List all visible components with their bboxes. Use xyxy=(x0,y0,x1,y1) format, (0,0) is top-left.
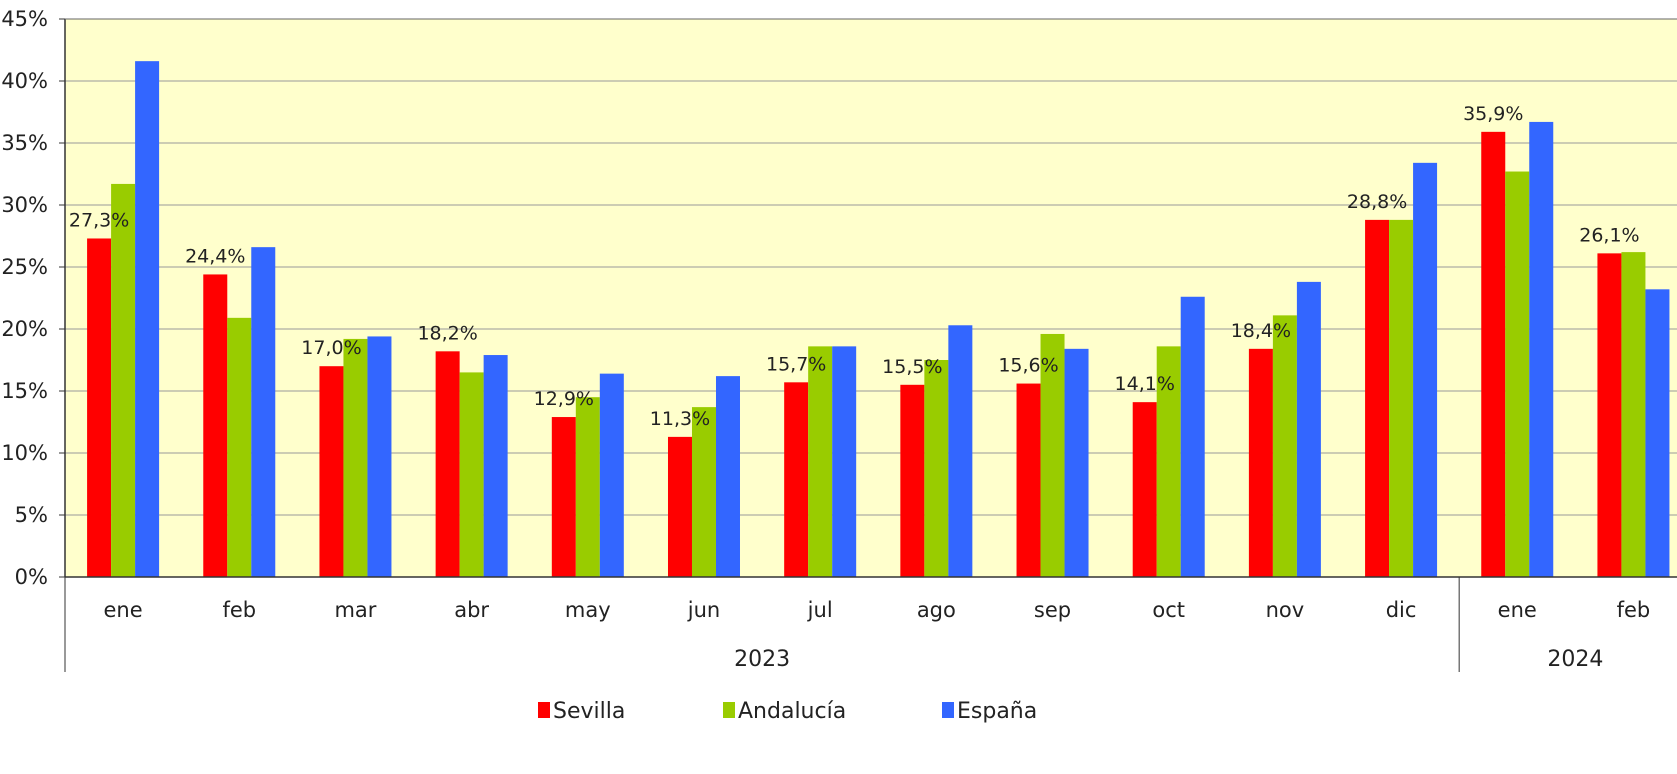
data-label: 35,9% xyxy=(1463,103,1523,125)
x-tick-label: oct xyxy=(1152,598,1185,622)
y-tick-label: 45% xyxy=(1,7,48,31)
bar-sevilla-1 xyxy=(87,238,112,578)
x-tick-label: jul xyxy=(807,598,833,622)
bar-andaluca-3 xyxy=(343,338,368,577)
y-tick-label: 30% xyxy=(1,193,48,217)
legend-swatch xyxy=(538,702,550,718)
y-tick-label: 20% xyxy=(1,317,48,341)
data-label: 18,2% xyxy=(417,322,477,344)
bar-andaluca-10 xyxy=(1156,346,1181,577)
data-label: 15,7% xyxy=(766,353,826,375)
y-tick-label: 35% xyxy=(1,131,48,155)
data-label: 17,0% xyxy=(301,337,361,359)
x-tick-label: mar xyxy=(334,598,376,622)
bar-sevilla-10 xyxy=(1132,402,1157,577)
x-tick-label: ago xyxy=(917,598,956,622)
legend-swatch xyxy=(723,702,735,718)
bar-andaluca-6 xyxy=(691,407,716,577)
x-tick-label: feb xyxy=(1617,598,1651,622)
bar-andaluca-11 xyxy=(1272,315,1297,577)
data-label: 27,3% xyxy=(69,209,129,231)
bar-espaa-11 xyxy=(1296,281,1321,577)
bar-sevilla-9 xyxy=(1016,383,1041,577)
bar-andaluca-5 xyxy=(575,397,600,577)
bar-espaa-4 xyxy=(483,355,508,577)
group-label: 2024 xyxy=(1547,647,1603,672)
data-label: 14,1% xyxy=(1115,373,1175,395)
bar-espaa-10 xyxy=(1180,296,1205,577)
y-tick-label: 25% xyxy=(1,255,48,279)
bar-andaluca-9 xyxy=(1040,333,1065,577)
y-tick-label: 5% xyxy=(15,503,48,527)
bar-andaluca-4 xyxy=(459,372,484,577)
bar-espaa-6 xyxy=(715,376,740,577)
data-label: 18,4% xyxy=(1231,320,1291,342)
bar-andaluca-2 xyxy=(227,317,252,577)
bar-espaa-8 xyxy=(948,325,973,577)
bar-andaluca-1 xyxy=(111,183,136,578)
bar-espaa-9 xyxy=(1064,348,1089,577)
y-tick-label: 15% xyxy=(1,379,48,403)
data-label: 24,4% xyxy=(185,245,245,267)
bar-andaluca-7 xyxy=(808,346,833,577)
bar-andaluca-12 xyxy=(1389,219,1414,577)
bar-sevilla-13 xyxy=(1481,131,1506,577)
bar-andaluca-14 xyxy=(1621,252,1646,577)
bar-sevilla-4 xyxy=(435,351,460,577)
bar-espaa-2 xyxy=(251,247,276,577)
bar-espaa-13 xyxy=(1529,121,1554,578)
bar-sevilla-14 xyxy=(1597,253,1622,578)
bar-sevilla-2 xyxy=(203,274,228,577)
bar-sevilla-6 xyxy=(667,436,692,577)
data-label: 15,5% xyxy=(882,356,942,378)
data-label: 28,8% xyxy=(1347,191,1407,213)
bar-espaa-5 xyxy=(599,373,624,577)
bar-andaluca-13 xyxy=(1505,171,1530,577)
bar-andaluca-8 xyxy=(924,360,949,577)
legend-label: Sevilla xyxy=(553,699,625,724)
y-tick-label: 10% xyxy=(1,441,48,465)
bar-sevilla-8 xyxy=(900,384,925,577)
bar-espaa-3 xyxy=(367,336,392,577)
bar-espaa-7 xyxy=(832,346,857,577)
x-tick-label: jun xyxy=(687,598,720,622)
bar-sevilla-11 xyxy=(1248,348,1273,577)
bar-sevilla-5 xyxy=(551,417,576,577)
x-axis: ene feb mar abr may jun jul ago sep oct nov dic ene f… xyxy=(64,576,1677,672)
x-tick-label: abr xyxy=(454,598,489,622)
bar-sevilla-3 xyxy=(319,366,344,577)
legend: Sevilla Andalucía España xyxy=(538,699,1037,724)
y-tick-label: 40% xyxy=(1,69,48,93)
legend-swatch xyxy=(942,702,954,718)
x-tick-label: may xyxy=(565,598,611,622)
data-label: 26,1% xyxy=(1579,224,1639,246)
group-label: 2023 xyxy=(734,647,790,672)
data-label: 15,6% xyxy=(998,355,1058,377)
x-tick-label: sep xyxy=(1034,598,1071,622)
bar-sevilla-12 xyxy=(1365,219,1390,577)
data-labels: 27,3% 24,4% 17,0% 18,2% 12,9% 11,3% 15,7% 15,5%… xyxy=(69,103,1640,430)
data-label: 12,9% xyxy=(534,388,594,410)
legend-label: Andalucía xyxy=(738,699,846,724)
y-tick-label: 0% xyxy=(15,565,48,589)
data-label: 11,3% xyxy=(650,408,710,430)
x-tick-label: nov xyxy=(1266,598,1305,622)
bar-espaa-1 xyxy=(135,61,160,578)
bars xyxy=(87,61,1670,578)
bar-espaa-12 xyxy=(1413,162,1438,577)
x-tick-label: ene xyxy=(104,598,143,622)
bar-sevilla-7 xyxy=(784,382,809,577)
x-tick-label: dic xyxy=(1386,598,1417,622)
y-axis: 0% 5% 10% 15% 20% 25% 30% 35% 40% 45% xyxy=(1,7,1677,589)
legend-label: España xyxy=(957,699,1037,724)
x-tick-label: feb xyxy=(222,598,256,622)
x-tick-label: ene xyxy=(1498,598,1537,622)
bar-espaa-14 xyxy=(1645,289,1670,577)
